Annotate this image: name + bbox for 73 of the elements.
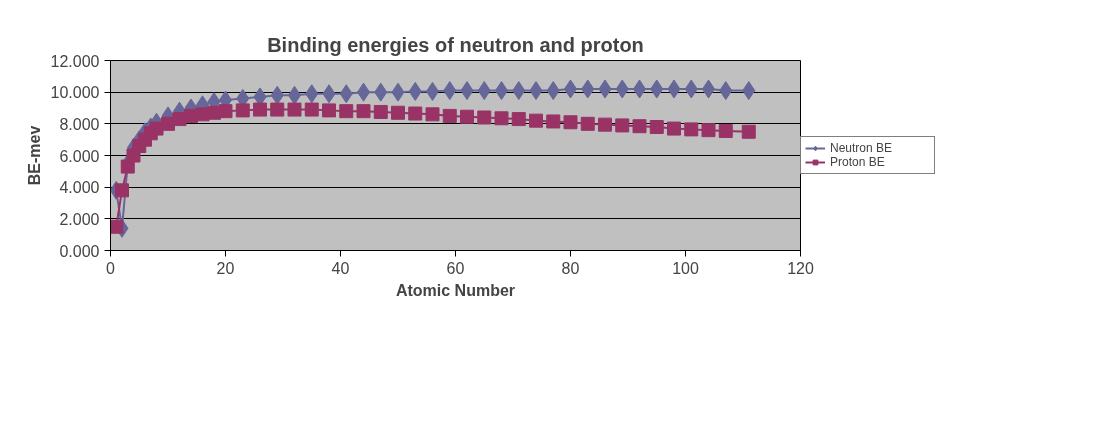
legend-label: Neutron BE (830, 141, 894, 155)
y-tick-label: 8.000 (59, 115, 100, 133)
point (305, 84, 319, 104)
x-tick-label: 60 (446, 259, 465, 277)
y-tick-label: 6.000 (59, 147, 100, 165)
y-tick-label: 0.000 (59, 242, 100, 260)
point (615, 79, 629, 99)
y-axis-title: BE-mev (25, 125, 43, 186)
point (494, 111, 509, 126)
point (632, 119, 647, 134)
point (218, 104, 233, 119)
point (253, 102, 267, 117)
point (425, 107, 440, 122)
y-tick-label: 12.000 (50, 52, 100, 70)
point (719, 81, 733, 101)
point (391, 105, 405, 120)
point (684, 122, 699, 137)
y-tick-label: 2.000 (59, 210, 100, 228)
point (701, 123, 716, 138)
point (339, 104, 354, 119)
point (339, 84, 353, 104)
point (615, 118, 630, 133)
point (529, 113, 543, 128)
point (718, 123, 733, 138)
point (511, 112, 526, 127)
point (512, 81, 526, 101)
legend-label: Proton BE (830, 155, 886, 169)
point (270, 102, 285, 117)
point (546, 114, 561, 129)
point (477, 110, 492, 125)
point (667, 79, 681, 99)
point (287, 102, 302, 117)
point (598, 117, 612, 132)
point (563, 115, 578, 130)
point (443, 81, 457, 101)
x-tick-label: 20 (216, 259, 235, 277)
point (580, 116, 595, 131)
point (322, 84, 336, 104)
point (529, 81, 543, 101)
point (742, 81, 756, 101)
point (460, 109, 474, 124)
point (374, 82, 388, 102)
x-tick-label: 100 (672, 259, 699, 277)
point (546, 81, 560, 101)
point (460, 81, 474, 101)
point (356, 104, 371, 119)
point (322, 103, 336, 118)
point (373, 104, 388, 119)
point (598, 79, 612, 99)
point (741, 124, 756, 139)
point (649, 120, 664, 134)
point (442, 108, 457, 123)
x-tick-label: 80 (561, 259, 580, 277)
point (304, 102, 319, 117)
point (110, 219, 124, 234)
x-axis-title: Atomic Number (395, 281, 516, 299)
point (115, 183, 129, 198)
chart-title: Binding energies of neutron and proton (267, 33, 644, 56)
point (391, 82, 405, 102)
y-tick-label: 10.000 (50, 84, 100, 102)
point (477, 81, 491, 101)
point (408, 106, 423, 121)
point (650, 79, 664, 99)
point (270, 85, 284, 105)
x-tick-label: 120 (787, 259, 814, 277)
x-tick-label: 0 (106, 259, 116, 277)
point (408, 81, 422, 101)
point (235, 103, 250, 118)
point (684, 79, 698, 99)
point (667, 121, 681, 136)
point (581, 79, 595, 99)
y-tick-label: 4.000 (59, 179, 100, 197)
x-tick-label: 40 (331, 259, 350, 277)
